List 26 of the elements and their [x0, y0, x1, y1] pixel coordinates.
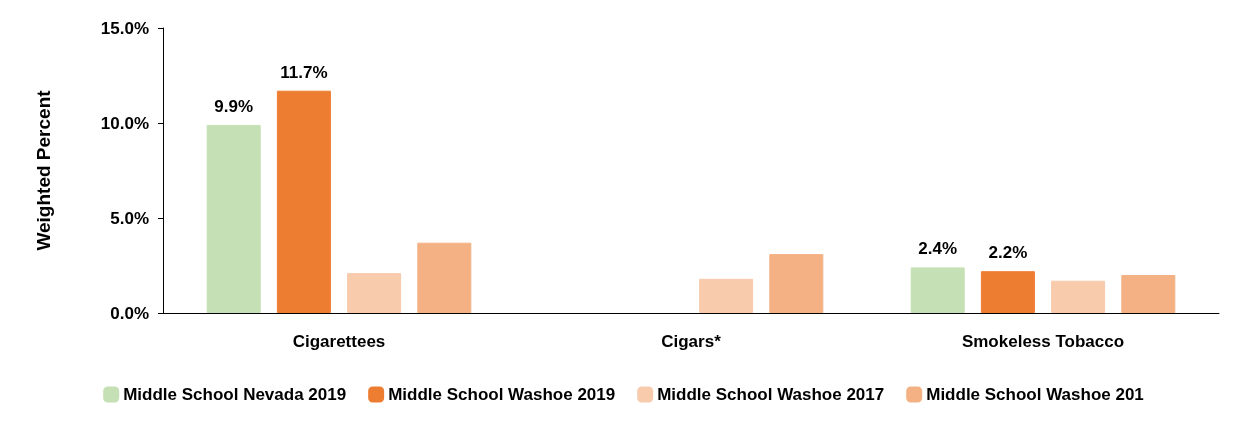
legend-label: Middle School Washoe 2019: [388, 385, 616, 404]
bar: [417, 242, 472, 313]
data-label: 9.9%: [214, 96, 254, 116]
data-label: 11.7%: [280, 62, 328, 82]
bar: [910, 267, 965, 313]
x-tick-label: Cigars*: [661, 332, 722, 351]
y-tick-label: 0.0%: [110, 303, 149, 323]
bar: [1121, 275, 1176, 313]
bar: [1051, 280, 1106, 313]
bar: [980, 271, 1035, 313]
y-tick-label: 5.0%: [110, 208, 149, 228]
bar: [276, 90, 331, 313]
legend-label: Middle School Washoe 201: [926, 385, 1144, 404]
legend-label: Middle School Nevada 2019: [123, 385, 347, 404]
legend-label: Middle School Washoe 2017: [657, 385, 885, 404]
y-axis-title: Weighted Percent: [33, 89, 54, 251]
x-tick-label: Smokeless Tobacco: [961, 332, 1125, 351]
bar: [769, 254, 824, 313]
y-tick-label: 10.0%: [100, 113, 149, 133]
data-label: 2.4%: [918, 239, 958, 259]
bar: [206, 124, 261, 313]
data-label: 2.2%: [988, 243, 1028, 263]
y-tick-label: 15.0%: [100, 18, 149, 38]
x-tick-label: Cigarettees: [292, 332, 386, 351]
bar: [347, 273, 402, 313]
bar: [699, 278, 754, 313]
